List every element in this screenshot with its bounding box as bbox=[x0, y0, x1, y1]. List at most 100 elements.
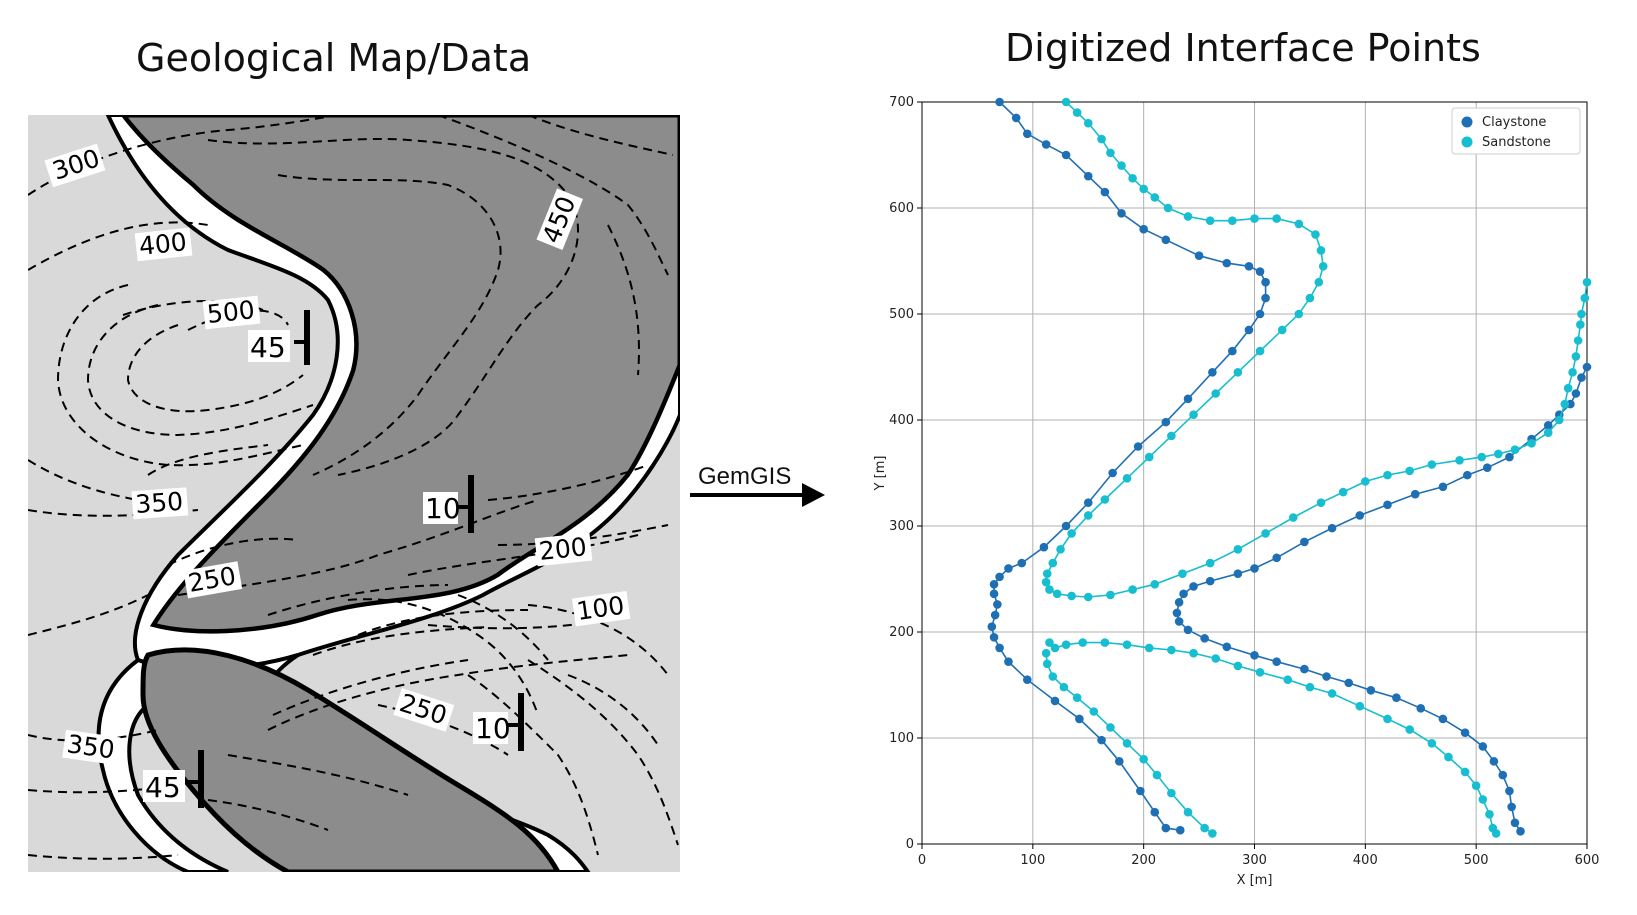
data-point-claystone bbox=[1050, 696, 1060, 706]
contour-line bbox=[407, 534, 639, 576]
data-point-claystone bbox=[990, 610, 1000, 620]
contour-label: 200 bbox=[538, 532, 588, 566]
data-point-claystone bbox=[989, 589, 999, 599]
contour-line bbox=[437, 114, 669, 276]
data-point-sandstone bbox=[1097, 134, 1106, 144]
data-point-sandstone bbox=[1083, 118, 1093, 128]
data-point-claystone bbox=[1022, 129, 1032, 139]
data-point-claystone bbox=[989, 580, 999, 589]
data-point-claystone bbox=[1410, 489, 1420, 499]
data-point-sandstone bbox=[1042, 569, 1052, 578]
data-point-sandstone bbox=[1261, 529, 1270, 538]
data-point-claystone bbox=[1460, 728, 1470, 737]
data-point-sandstone bbox=[1444, 752, 1453, 762]
data-point-sandstone bbox=[1571, 352, 1581, 361]
contour-line bbox=[527, 114, 674, 156]
data-point-sandstone bbox=[1405, 466, 1414, 476]
data-point-claystone bbox=[1416, 704, 1426, 713]
data-point-sandstone bbox=[1083, 511, 1093, 520]
contour-line bbox=[527, 604, 669, 676]
dip-label: 45 bbox=[145, 771, 181, 804]
data-point-claystone bbox=[1175, 825, 1185, 835]
data-point-sandstone bbox=[1383, 714, 1392, 724]
legend-label: Sandstone bbox=[1482, 135, 1551, 150]
data-point-sandstone bbox=[1355, 701, 1365, 711]
data-point-sandstone bbox=[1316, 498, 1326, 507]
data-point-claystone bbox=[1438, 714, 1448, 724]
data-point-sandstone bbox=[1208, 829, 1217, 838]
data-point-claystone bbox=[1041, 140, 1051, 149]
data-point-sandstone bbox=[1255, 667, 1265, 677]
data-point-sandstone bbox=[1152, 770, 1162, 780]
data-point-sandstone bbox=[1128, 174, 1137, 183]
data-point-claystone bbox=[1097, 735, 1106, 745]
dark-unit-lower bbox=[140, 647, 563, 875]
data-point-sandstone bbox=[1106, 148, 1115, 158]
data-point-claystone bbox=[1244, 262, 1254, 271]
data-point-sandstone bbox=[1491, 829, 1501, 838]
data-point-sandstone bbox=[1233, 545, 1243, 554]
data-point-sandstone bbox=[1163, 203, 1173, 213]
data-point-claystone bbox=[1510, 818, 1520, 828]
data-point-sandstone bbox=[1041, 577, 1051, 587]
data-point-sandstone bbox=[1211, 654, 1221, 663]
data-point-sandstone bbox=[1361, 477, 1370, 486]
data-point-sandstone bbox=[1048, 672, 1058, 681]
data-point-sandstone bbox=[1139, 184, 1148, 194]
data-point-claystone bbox=[1272, 657, 1281, 666]
strike-symbol bbox=[304, 310, 310, 365]
data-point-sandstone bbox=[1283, 675, 1293, 684]
data-point-sandstone bbox=[1059, 682, 1069, 692]
arrow-label: GemGIS bbox=[698, 463, 792, 490]
data-point-sandstone bbox=[1211, 389, 1221, 398]
data-point-sandstone bbox=[1189, 410, 1198, 420]
arrow-head-icon bbox=[802, 483, 825, 507]
data-point-sandstone bbox=[1405, 725, 1414, 734]
data-point-sandstone bbox=[1573, 336, 1583, 345]
data-point-sandstone bbox=[1311, 230, 1320, 239]
data-point-claystone bbox=[1228, 346, 1237, 356]
data-point-sandstone bbox=[1072, 693, 1082, 703]
data-point-claystone bbox=[1139, 224, 1148, 234]
data-point-claystone bbox=[1222, 642, 1232, 652]
data-point-claystone bbox=[1075, 714, 1084, 724]
data-point-sandstone bbox=[1150, 193, 1160, 202]
data-point-sandstone bbox=[1255, 346, 1265, 356]
geological-map: 300 400 500 450 350 250 200 100 250 350 … bbox=[27, 112, 683, 875]
data-point-sandstone bbox=[1089, 707, 1099, 716]
data-point-claystone bbox=[1507, 802, 1516, 812]
contour-line bbox=[467, 674, 599, 856]
data-point-claystone bbox=[1183, 625, 1193, 635]
strike-symbol bbox=[518, 693, 524, 751]
dip-tick bbox=[508, 723, 522, 727]
data-point-sandstone bbox=[1580, 293, 1590, 303]
data-point-sandstone bbox=[1205, 558, 1215, 568]
interface-points-chart: 0 100 200 300 400 500 600 0 100 200 300 400 500 600 70… bbox=[870, 90, 1610, 910]
data-point-sandstone bbox=[1305, 293, 1315, 303]
data-point-claystone bbox=[1498, 770, 1508, 780]
data-point-sandstone bbox=[1510, 445, 1520, 454]
data-point-claystone bbox=[1233, 569, 1243, 578]
data-point-claystone bbox=[1133, 442, 1143, 451]
data-point-claystone bbox=[1355, 511, 1365, 520]
data-point-claystone bbox=[1189, 582, 1198, 591]
y-tick-label: 0 bbox=[906, 837, 914, 852]
data-point-claystone bbox=[1244, 325, 1254, 335]
data-point-claystone bbox=[1200, 634, 1209, 643]
data-point-claystone bbox=[1478, 742, 1488, 751]
data-point-claystone bbox=[993, 600, 1002, 609]
contour-line bbox=[272, 659, 469, 716]
data-point-sandstone bbox=[1050, 643, 1060, 653]
contour-label: 350 bbox=[134, 487, 184, 519]
data-point-claystone bbox=[1205, 576, 1215, 586]
plot-title: Digitized Interface Points bbox=[1005, 26, 1481, 70]
data-point-claystone bbox=[1083, 498, 1093, 507]
strike-symbol bbox=[468, 475, 474, 533]
data-point-sandstone bbox=[1383, 470, 1392, 480]
data-point-sandstone bbox=[1460, 767, 1470, 777]
data-point-sandstone bbox=[1318, 262, 1328, 271]
data-point-claystone bbox=[1161, 417, 1171, 427]
data-point-sandstone bbox=[1560, 399, 1570, 409]
data-point-claystone bbox=[1172, 608, 1182, 618]
x-tick-label: 200 bbox=[1131, 853, 1156, 868]
